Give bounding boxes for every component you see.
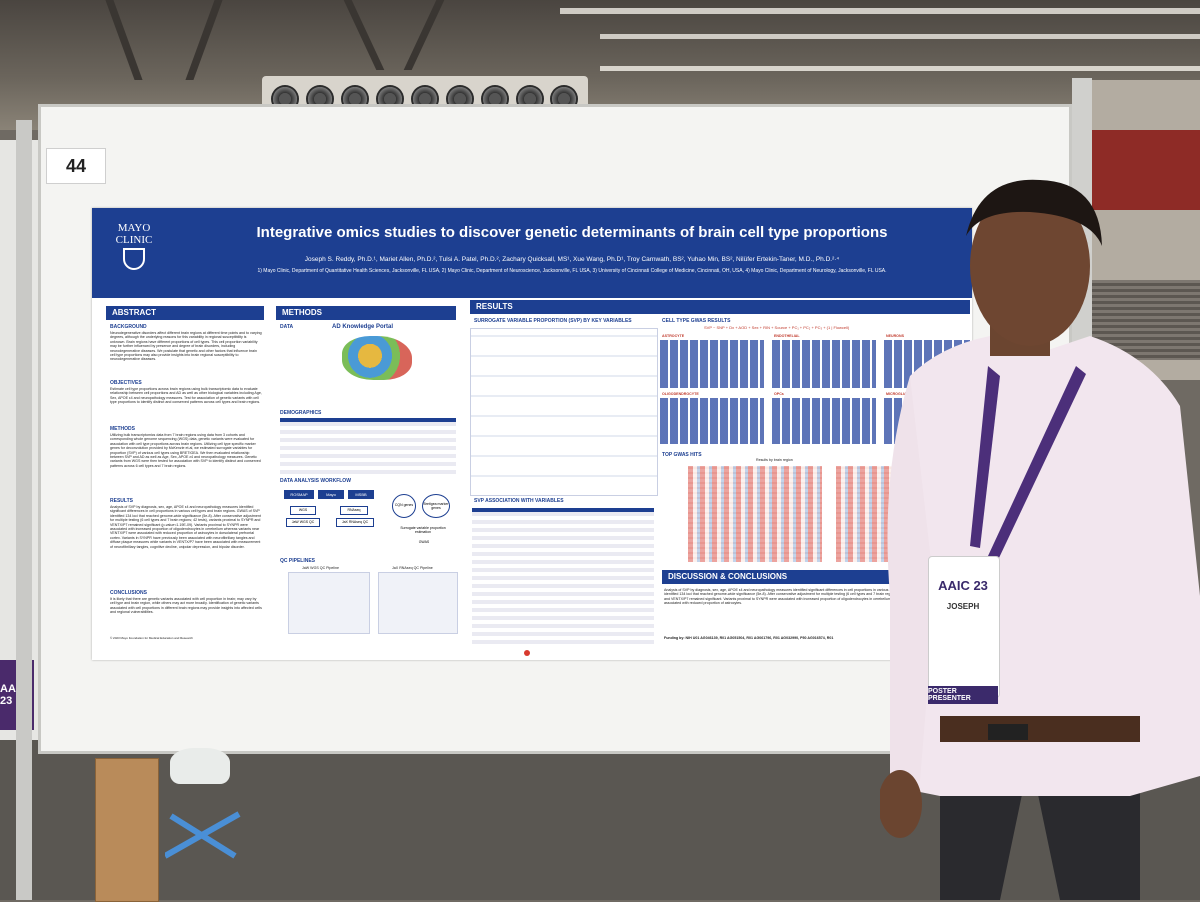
- poster-authors: Joseph S. Reddy, Ph.D.¹, Mariet Allen, P…: [304, 256, 840, 263]
- qc-right-flowchart: [378, 572, 458, 634]
- conclusions-head: CONCLUSIONS: [110, 590, 147, 596]
- top-hits-head: TOP GWAS HITS: [662, 452, 702, 458]
- floor-tape-x: [165, 811, 241, 859]
- ad-portal-label: AD Knowledge Portal: [332, 324, 394, 330]
- results-header: RESULTS: [470, 300, 970, 314]
- gwas-head: CELL TYPE GWAS RESULTS: [662, 318, 731, 324]
- results-text: Analysis of SVP by diagnosis, sex, age, …: [110, 505, 261, 549]
- background-head: BACKGROUND: [110, 324, 147, 330]
- qc-right-title: JaX RNAseq QC Pipeline: [392, 566, 433, 570]
- methods-text: Utilizing bulk transcriptomics data from…: [110, 433, 261, 468]
- demographics-table: [280, 418, 456, 474]
- results-head: RESULTS: [110, 498, 133, 504]
- discussion-text: Analysis of SVP by diagnosis, sex, age, …: [664, 588, 960, 606]
- pushpin: [524, 650, 530, 656]
- svp-boxplots: [470, 328, 658, 496]
- presenter-person: [880, 179, 1200, 900]
- red-wall-panel: [1090, 130, 1200, 210]
- sneaker: [170, 748, 230, 784]
- background-text: Neurodegenerative disorders affect diffe…: [110, 331, 262, 362]
- badge-name: JOSEPH: [946, 602, 980, 611]
- conclusions-text: It is likely that there are genetic vari…: [110, 597, 262, 615]
- board-pole-left: [16, 120, 32, 900]
- poster-affiliations: 1) Mayo Clinic, Department of Quantitati…: [257, 268, 887, 274]
- gwas-formula: SVP ~ SNP + Dx + AOD + Sex + RIN + Sourc…: [704, 325, 850, 330]
- poster-header: MAYO CLINIC Integrative omics studies to…: [92, 208, 972, 298]
- workflow-diagram: ROSMAP Mayo MSBB WGS RNAseq JaW WGS QC J…: [280, 488, 456, 552]
- demographics-head: DEMOGRAPHICS: [280, 410, 322, 416]
- mayo-shield-icon: [123, 248, 145, 270]
- objectives-head: OBJECTIVES: [110, 380, 142, 386]
- poster-title: Integrative omics studies to discover ge…: [256, 224, 888, 241]
- badge-event: AAIC 23: [938, 578, 988, 593]
- board-number: 44: [46, 148, 106, 184]
- qc-left-title: JaW WGS QC Pipeline: [302, 566, 339, 570]
- copyright: © 2023 Mayo Foundation for Medical Educa…: [110, 636, 193, 640]
- badge-role: POSTER PRESENTER: [928, 686, 998, 704]
- methods-head: METHODS: [110, 426, 135, 432]
- top-hits-heatmap-left: [688, 466, 822, 562]
- objectives-text: Estimate cell type proportions across br…: [110, 387, 262, 405]
- qc-left-flowchart: [288, 572, 370, 634]
- assoc-head: SVP ASSOCIATION WITH VARIABLES: [474, 498, 564, 504]
- svp-head: SURROGATE VARIABLE PROPORTION (SVP) BY K…: [474, 318, 632, 324]
- mayo-clinic-logo: MAYO CLINIC: [104, 222, 164, 282]
- svp-association-table: [472, 508, 654, 644]
- name-badge: [928, 556, 1000, 698]
- cardboard-box: [95, 758, 159, 902]
- data-head: DATA: [280, 324, 294, 330]
- funding-text: Funding by: NIH U01 AG046139, R01 AG0515…: [664, 636, 834, 640]
- brain-illustration: [342, 336, 412, 380]
- methods-header: METHODS: [276, 306, 456, 320]
- research-poster: MAYO CLINIC Integrative omics studies to…: [92, 208, 972, 660]
- top-hits-sub: Results by brain region: [756, 458, 793, 462]
- workflow-head: DATA ANALYSIS WORKFLOW: [280, 478, 351, 484]
- qc-head: QC PIPELINES: [280, 558, 316, 564]
- abstract-header: ABSTRACT: [106, 306, 264, 320]
